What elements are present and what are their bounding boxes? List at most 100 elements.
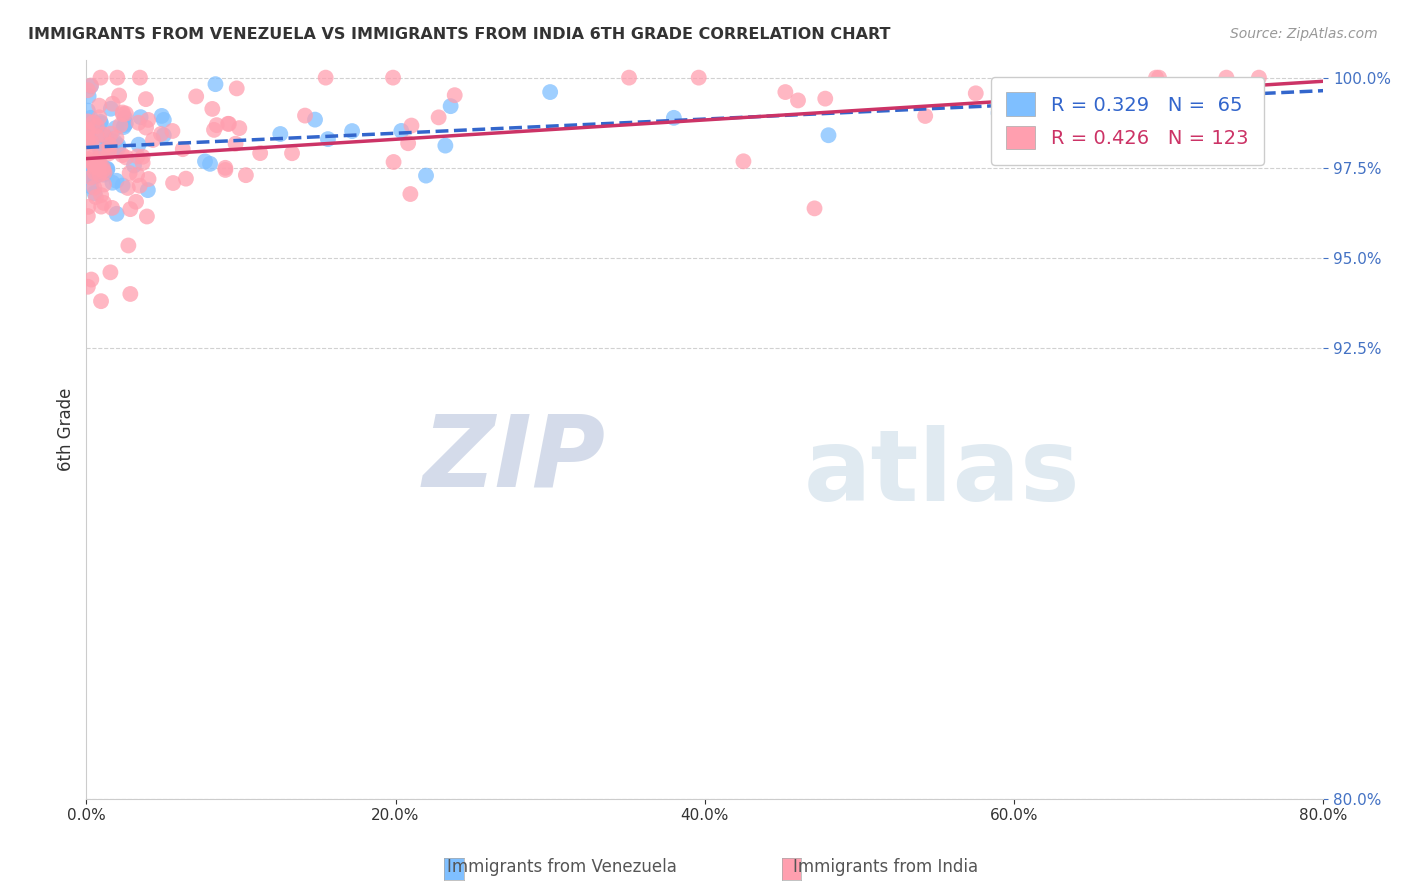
Point xyxy=(91,161,114,175)
Point xyxy=(538,85,561,99)
Point xyxy=(112,120,135,134)
Point xyxy=(204,77,226,91)
Point xyxy=(82,115,104,129)
Point xyxy=(817,128,839,143)
Point xyxy=(97,146,120,161)
Point xyxy=(90,188,112,202)
Point xyxy=(111,148,134,162)
Point xyxy=(107,138,129,153)
Point xyxy=(82,156,104,170)
Point xyxy=(84,158,107,172)
Point xyxy=(225,81,247,95)
Point xyxy=(235,168,257,182)
Point xyxy=(118,166,141,180)
Point xyxy=(77,200,100,214)
Point xyxy=(172,142,194,156)
Text: Immigrants from Venezuela: Immigrants from Venezuela xyxy=(447,858,678,876)
Point xyxy=(90,117,112,131)
Point xyxy=(218,117,240,131)
Point xyxy=(77,89,100,103)
Point xyxy=(86,129,108,144)
Point xyxy=(111,107,134,121)
Point xyxy=(125,194,148,209)
Point xyxy=(128,178,150,193)
Point xyxy=(382,155,405,169)
Point xyxy=(153,112,176,127)
Point xyxy=(96,162,118,177)
Point xyxy=(201,102,224,116)
Point xyxy=(91,163,114,178)
Point xyxy=(94,130,117,145)
Point xyxy=(91,128,114,142)
Point xyxy=(174,171,197,186)
Point xyxy=(91,159,114,173)
Point xyxy=(1247,70,1270,85)
Point xyxy=(96,161,118,176)
Point xyxy=(128,116,150,130)
Point xyxy=(115,116,138,130)
Text: atlas: atlas xyxy=(804,425,1080,522)
Point xyxy=(662,111,685,125)
Point xyxy=(108,88,131,103)
Point xyxy=(91,128,114,143)
Point xyxy=(217,117,239,131)
Point xyxy=(76,135,98,149)
Point xyxy=(1144,70,1167,85)
Point xyxy=(965,87,987,101)
Point xyxy=(87,152,110,166)
Point xyxy=(396,136,419,151)
Point xyxy=(101,201,124,215)
Point xyxy=(93,168,115,182)
Point xyxy=(122,158,145,172)
Point xyxy=(76,279,98,293)
Point xyxy=(87,160,110,174)
Point xyxy=(98,137,121,152)
Point xyxy=(135,92,157,106)
Point xyxy=(89,168,111,182)
Point xyxy=(814,92,837,106)
Point xyxy=(1234,107,1257,121)
Point xyxy=(114,118,136,132)
Point xyxy=(115,106,138,120)
Point xyxy=(89,142,111,156)
Point xyxy=(83,186,105,201)
Text: IMMIGRANTS FROM VENEZUELA VS IMMIGRANTS FROM INDIA 6TH GRADE CORRELATION CHART: IMMIGRANTS FROM VENEZUELA VS IMMIGRANTS … xyxy=(28,27,890,42)
Point xyxy=(76,125,98,139)
Point xyxy=(76,121,98,136)
Point xyxy=(93,178,115,192)
Point xyxy=(80,133,103,147)
Point xyxy=(77,169,100,183)
Point xyxy=(105,207,128,221)
Point xyxy=(214,163,236,178)
Point xyxy=(79,111,101,125)
Point xyxy=(401,119,423,133)
Point xyxy=(80,136,103,150)
Point xyxy=(131,150,153,164)
Point xyxy=(129,110,152,124)
Point xyxy=(225,136,247,151)
Point xyxy=(90,145,112,159)
Point xyxy=(83,166,105,180)
Point xyxy=(149,127,172,141)
Point xyxy=(198,157,221,171)
Point xyxy=(107,140,129,154)
Point xyxy=(110,118,132,132)
Point xyxy=(120,202,142,216)
Point xyxy=(80,151,103,165)
Point xyxy=(340,124,363,138)
Point xyxy=(127,168,149,182)
Point xyxy=(82,117,104,131)
Point xyxy=(205,118,228,132)
Point xyxy=(150,109,173,123)
Point xyxy=(136,210,159,224)
Point xyxy=(117,181,139,195)
Point xyxy=(162,176,184,190)
Legend: R = 0.329   N =  65, R = 0.426   N = 123: R = 0.329 N = 65, R = 0.426 N = 123 xyxy=(991,77,1264,165)
Point xyxy=(1188,82,1211,96)
Point xyxy=(89,111,111,125)
Point xyxy=(127,149,149,163)
Point xyxy=(80,170,103,185)
Point xyxy=(120,287,142,301)
Point xyxy=(83,180,105,194)
Point xyxy=(249,146,271,161)
